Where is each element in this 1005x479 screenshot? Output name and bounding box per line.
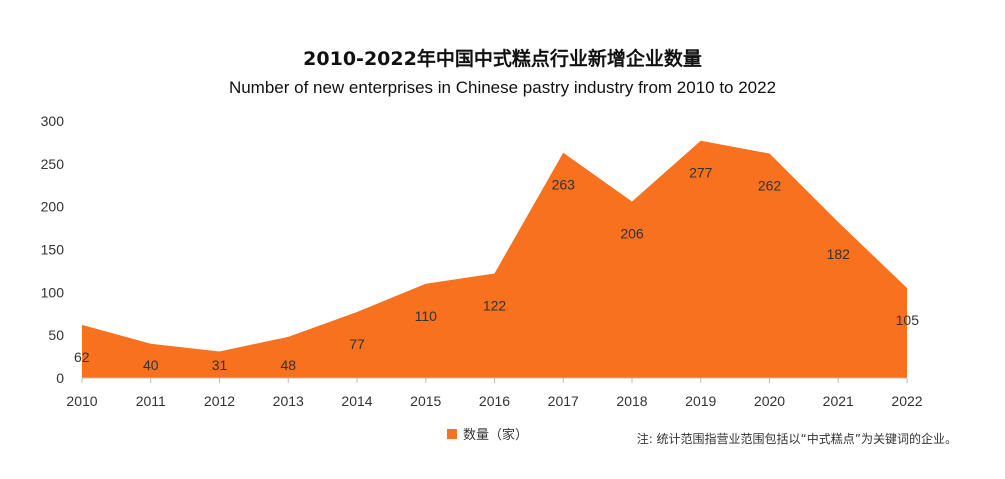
x-tick-label: 2014 xyxy=(341,393,372,409)
y-tick-label: 150 xyxy=(41,242,65,258)
data-label: 277 xyxy=(689,165,713,181)
data-label: 122 xyxy=(483,297,507,313)
x-tick-label: 2019 xyxy=(685,393,716,409)
legend: 数量（家） xyxy=(447,424,528,443)
legend-label: 数量（家） xyxy=(463,428,529,443)
data-label: 206 xyxy=(620,226,644,242)
data-label: 40 xyxy=(143,357,159,373)
y-tick-label: 300 xyxy=(41,113,65,129)
y-tick-label: 250 xyxy=(41,156,65,172)
data-label: 105 xyxy=(896,312,920,328)
x-tick-label: 2017 xyxy=(548,393,579,409)
legend-swatch xyxy=(447,428,457,439)
footnote: 注: 统计范围指营业范围包括以“中式糕点”为关键词的企业。 xyxy=(636,432,957,446)
x-tick-label: 2015 xyxy=(410,393,441,409)
x-tick-label: 2022 xyxy=(891,393,922,409)
x-tick-label: 2013 xyxy=(273,393,304,409)
x-tick-label: 2016 xyxy=(479,393,510,409)
data-label: 77 xyxy=(349,336,365,352)
data-label: 48 xyxy=(280,357,296,373)
x-tick-label: 2020 xyxy=(754,393,785,409)
data-label: 263 xyxy=(552,177,576,193)
data-label: 262 xyxy=(758,178,782,194)
y-tick-label: 0 xyxy=(56,370,64,386)
area-series xyxy=(82,140,907,378)
y-tick-label: 200 xyxy=(41,199,65,215)
data-label: 182 xyxy=(827,246,851,262)
chart-subtitle: Number of new enterprises in Chinese pas… xyxy=(228,78,777,97)
data-label: 62 xyxy=(74,349,90,365)
x-tick-label: 2010 xyxy=(66,393,97,409)
y-tick-label: 50 xyxy=(48,327,64,343)
chart-title: 2010-2022年中国中式糕点行业新增企业数量 xyxy=(303,48,702,70)
x-tick-label: 2018 xyxy=(616,393,647,409)
x-tick-label: 2012 xyxy=(204,393,235,409)
x-tick-label: 2011 xyxy=(136,393,166,409)
y-tick-label: 100 xyxy=(41,284,65,300)
x-tick-label: 2021 xyxy=(823,393,854,409)
data-label: 110 xyxy=(415,308,438,324)
data-label: 31 xyxy=(212,357,228,373)
